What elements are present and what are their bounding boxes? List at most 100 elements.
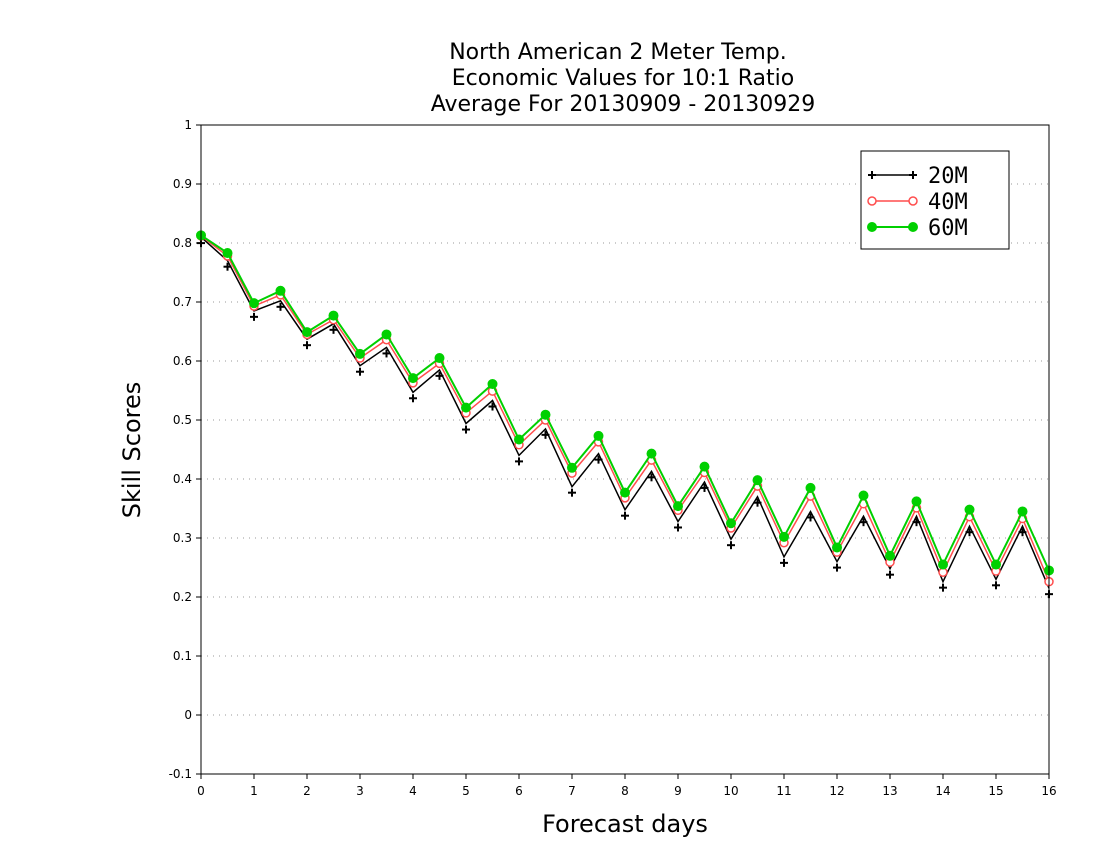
x-tick-label: 0 [197,784,205,798]
data-point-60M [938,559,948,570]
legend-label: 40M [928,190,968,215]
data-point-60M [805,482,816,493]
data-point-20M [594,455,603,464]
legend-marker [867,196,877,206]
x-tick-label: 7 [568,784,576,798]
y-axis: -0.1 0 0.1 0.2 0.3 0.4 0.5 0.6 0.7 0.8 0.9 1 [169,118,201,781]
data-point-60M [540,409,551,420]
x-tick-label: 4 [409,784,417,798]
data-point-60M [673,501,683,512]
series-line-20M [200,236,1050,589]
plot-series [196,230,1054,599]
data-point-60M [964,504,975,515]
data-point-20M [409,394,417,403]
y-tick-label: 0 [184,708,192,722]
x-axis: 0 1 2 3 4 5 6 7 8 9 10 11 12 13 14 15 16 [197,774,1057,798]
series-40M [196,231,1054,587]
series-60M [196,230,1054,576]
data-point-60M [249,298,259,309]
legend-marker [908,196,918,206]
data-point-20M [223,262,232,271]
data-point-60M [275,285,286,296]
data-point-60M [222,248,233,259]
x-tick-label: 8 [621,784,629,798]
y-tick-label: 0.2 [173,590,192,604]
x-tick-label: 13 [882,784,897,798]
data-point-20M [250,312,258,321]
legend-box [860,150,1010,250]
y-tick-label: 1 [184,118,192,132]
data-point-60M [567,462,577,473]
data-point-20M [303,341,311,350]
data-point-20M [700,483,709,492]
x-tick-label: 16 [1041,784,1056,798]
title-line-2: Economic Values for 10:1 Ratio [452,66,794,91]
x-tick-label: 2 [303,784,311,798]
gridlines [201,183,1049,716]
title-line-3: Average For 20130909 - 20130929 [431,92,816,117]
data-point-60M [832,542,842,553]
data-point-20M [382,349,391,358]
y-tick-label: 0.7 [173,295,192,309]
data-point-20M [568,488,576,497]
legend-label: 20M [928,164,968,189]
y-tick-label: 0.8 [173,236,192,250]
data-point-60M [699,461,710,472]
chart-title: North American 2 Meter Temp. Economic Va… [431,40,816,117]
data-point-20M [859,518,868,527]
data-point-20M [462,425,470,434]
legend-item-20M: 20M [868,164,968,189]
data-point-20M [621,511,629,520]
data-point-20M [1018,528,1027,537]
legend-item-40M: 40M [867,190,968,215]
data-point-60M [885,550,895,561]
y-tick-label: 0.4 [173,472,192,486]
data-point-60M [328,310,339,321]
data-point-20M [780,558,788,567]
data-point-60M [302,327,312,338]
y-tick-label: 0.1 [173,649,192,663]
data-point-20M [727,541,735,550]
x-tick-label: 1 [250,784,258,798]
x-tick-label: 15 [988,784,1003,798]
data-point-20M [674,523,682,532]
data-point-60M [593,430,604,441]
title-line-1: North American 2 Meter Temp. [449,40,787,65]
x-tick-label: 3 [356,784,364,798]
y-tick-label: 0.6 [173,354,192,368]
data-point-60M [779,531,789,542]
data-point-60M [726,518,736,529]
x-tick-label: 9 [674,784,682,798]
x-tick-label: 5 [462,784,470,798]
y-axis-label: Skill Scores [118,382,146,519]
data-point-20M [647,473,656,482]
data-point-20M [939,583,947,592]
y-tick-label: 0.9 [173,177,192,191]
x-tick-label: 11 [776,784,791,798]
data-point-60M [646,448,657,459]
x-tick-label: 10 [723,784,738,798]
data-point-60M [381,329,392,340]
y-tick-label: -0.1 [169,767,192,781]
legend-marker [909,171,917,179]
data-point-20M [515,457,523,466]
x-axis-label: Forecast days [542,810,708,838]
data-point-20M [276,302,285,311]
legend-marker [908,222,918,232]
legend-item-60M: 60M [867,216,968,241]
data-point-60M [858,490,869,501]
data-point-60M [355,348,365,359]
data-point-60M [752,475,763,486]
data-point-60M [1017,506,1028,517]
data-point-20M [356,367,364,376]
x-tick-label: 6 [515,784,523,798]
data-point-20M [886,570,894,579]
data-point-60M [911,496,922,507]
data-point-20M [965,528,974,537]
data-point-20M [833,563,841,572]
series-20M [197,236,1053,599]
data-point-20M [488,402,497,411]
data-point-60M [487,379,498,390]
